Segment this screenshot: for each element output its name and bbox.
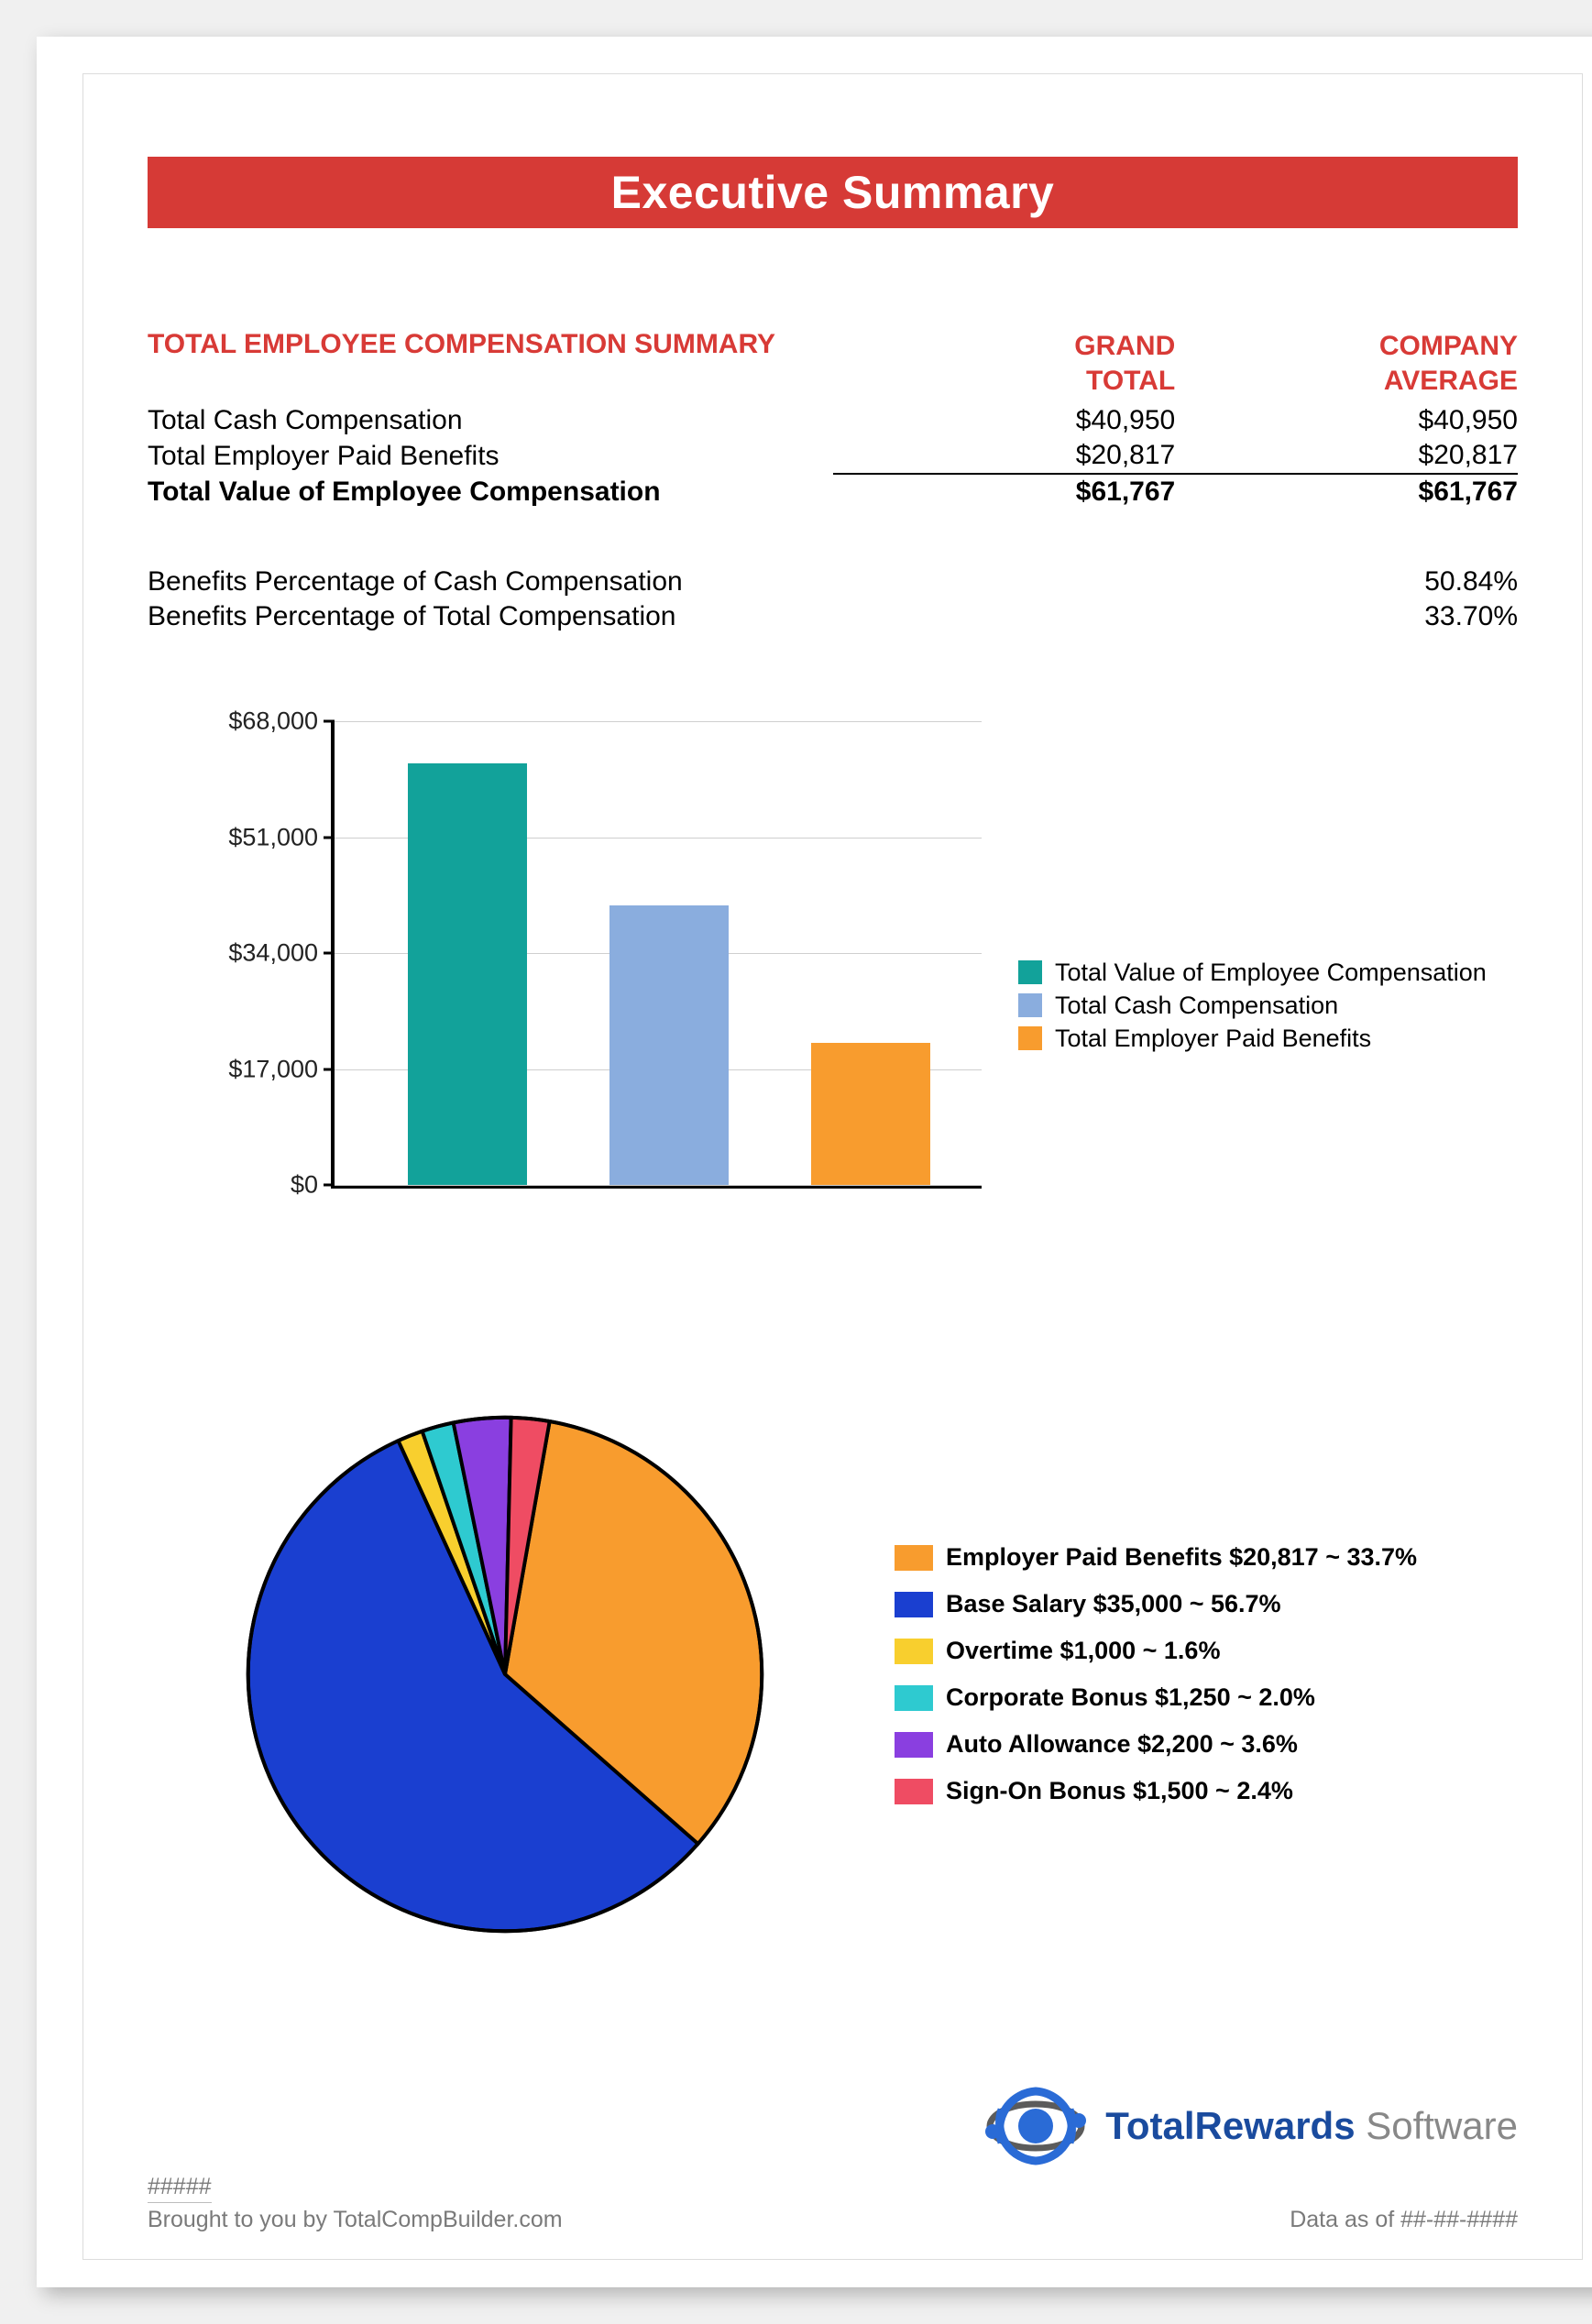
col-grand-total: GRANDTOTAL	[833, 329, 1176, 403]
bar	[408, 763, 527, 1185]
page-footer: ##### Brought to you by TotalCompBuilder…	[148, 2174, 1518, 2233]
percent-label: Benefits Percentage of Cash Compensation	[148, 566, 683, 597]
row-avg: $40,950	[1175, 403, 1518, 438]
legend-label: Employer Paid Benefits $20,817 ~ 33.7%	[946, 1543, 1417, 1572]
row-grand: $20,817	[833, 438, 1176, 474]
percent-row: Benefits Percentage of Cash Compensation…	[148, 565, 1518, 599]
legend-label: Total Employer Paid Benefits	[1055, 1025, 1371, 1053]
bar-plot-area: $0$17,000$34,000$51,000$68,000	[331, 721, 982, 1189]
bar-chart-legend: Total Value of Employee Compensation Tota…	[1018, 954, 1487, 1058]
legend-label: Corporate Bonus $1,250 ~ 2.0%	[946, 1683, 1315, 1712]
row-grand: $40,950	[833, 403, 1176, 438]
percent-label: Benefits Percentage of Total Compensatio…	[148, 601, 675, 632]
page-title: Executive Summary	[148, 157, 1518, 228]
row-label: Total Employer Paid Benefits	[148, 438, 833, 474]
table-row: Total Cash Compensation$40,950$40,950	[148, 403, 1518, 438]
legend-item: Base Salary $35,000 ~ 56.7%	[895, 1590, 1417, 1618]
summary-section: TOTAL EMPLOYEE COMPENSATION SUMMARY GRAN…	[148, 329, 1518, 634]
table-row: Total Employer Paid Benefits$20,817$20,8…	[148, 438, 1518, 474]
legend-swatch	[895, 1732, 933, 1758]
logo-text: TotalRewards Software	[1105, 2104, 1518, 2148]
tick-mark	[324, 1184, 335, 1187]
legend-label: Total Value of Employee Compensation	[1055, 959, 1487, 987]
gridline	[335, 1185, 982, 1186]
y-axis-label: $0	[291, 1171, 318, 1200]
pie-chart	[235, 1404, 775, 1945]
legend-swatch	[1018, 960, 1042, 984]
percent-row: Benefits Percentage of Total Compensatio…	[148, 599, 1518, 634]
y-axis-label: $68,000	[228, 707, 318, 736]
row-avg: $61,767	[1175, 474, 1518, 510]
table-total-row: Total Value of Employee Compensation$61,…	[148, 474, 1518, 510]
gridline	[335, 721, 982, 722]
y-axis-label: $17,000	[228, 1055, 318, 1083]
logo-icon	[983, 2080, 1089, 2172]
legend-label: Total Cash Compensation	[1055, 992, 1338, 1020]
legend-item: Employer Paid Benefits $20,817 ~ 33.7%	[895, 1543, 1417, 1572]
legend-item: Corporate Bonus $1,250 ~ 2.0%	[895, 1683, 1417, 1712]
legend-item: Total Value of Employee Compensation	[1018, 959, 1487, 987]
legend-label: Sign-On Bonus $1,500 ~ 2.4%	[946, 1777, 1293, 1805]
row-label: Total Value of Employee Compensation	[148, 474, 833, 510]
legend-swatch	[895, 1592, 933, 1617]
legend-swatch	[895, 1639, 933, 1664]
tick-mark	[324, 836, 335, 839]
summary-table: TOTAL EMPLOYEE COMPENSATION SUMMARY GRAN…	[148, 329, 1518, 510]
bar	[811, 1043, 930, 1185]
col-company-average: COMPANYAVERAGE	[1175, 329, 1518, 403]
tick-mark	[324, 952, 335, 955]
legend-label: Auto Allowance $2,200 ~ 3.6%	[946, 1730, 1298, 1759]
legend-swatch	[1018, 1026, 1042, 1050]
pie-chart-section: Employer Paid Benefits $20,817 ~ 33.7% Ba…	[148, 1404, 1518, 1945]
footer-data-as-of: Data as of ##-##-####	[1290, 2207, 1518, 2233]
brand-logo: TotalRewards Software	[983, 2080, 1518, 2172]
page: Executive Summary TOTAL EMPLOYEE COMPENS…	[37, 37, 1592, 2287]
legend-item: Total Employer Paid Benefits	[1018, 1025, 1487, 1053]
bar-chart-section: $0$17,000$34,000$51,000$68,000 Total Val…	[148, 712, 1518, 1234]
bar	[609, 905, 729, 1185]
document-frame: Executive Summary TOTAL EMPLOYEE COMPENS…	[82, 73, 1583, 2260]
pie-chart-legend: Employer Paid Benefits $20,817 ~ 33.7% Ba…	[895, 1525, 1417, 1824]
percent-value: 50.84%	[1424, 566, 1518, 597]
y-axis-label: $51,000	[228, 823, 318, 851]
footer-hash: #####	[148, 2174, 212, 2203]
pie-svg	[235, 1404, 775, 1945]
tick-mark	[324, 1068, 335, 1070]
bar-chart: $0$17,000$34,000$51,000$68,000	[203, 712, 991, 1234]
percent-value: 33.70%	[1424, 601, 1518, 632]
y-axis-label: $34,000	[228, 939, 318, 968]
legend-swatch	[895, 1779, 933, 1804]
legend-label: Base Salary $35,000 ~ 56.7%	[946, 1590, 1281, 1618]
row-grand: $61,767	[833, 474, 1176, 510]
legend-swatch	[1018, 993, 1042, 1017]
row-avg: $20,817	[1175, 438, 1518, 474]
legend-item: Total Cash Compensation	[1018, 992, 1487, 1020]
legend-swatch	[895, 1685, 933, 1711]
legend-item: Sign-On Bonus $1,500 ~ 2.4%	[895, 1777, 1417, 1805]
summary-heading: TOTAL EMPLOYEE COMPENSATION SUMMARY	[148, 329, 833, 403]
legend-item: Overtime $1,000 ~ 1.6%	[895, 1637, 1417, 1665]
row-label: Total Cash Compensation	[148, 403, 833, 438]
legend-label: Overtime $1,000 ~ 1.6%	[946, 1637, 1220, 1665]
legend-swatch	[895, 1545, 933, 1571]
percentage-block: Benefits Percentage of Cash Compensation…	[148, 565, 1518, 634]
legend-item: Auto Allowance $2,200 ~ 3.6%	[895, 1730, 1417, 1759]
tick-mark	[324, 720, 335, 723]
footer-brought-by: Brought to you by TotalCompBuilder.com	[148, 2207, 563, 2233]
